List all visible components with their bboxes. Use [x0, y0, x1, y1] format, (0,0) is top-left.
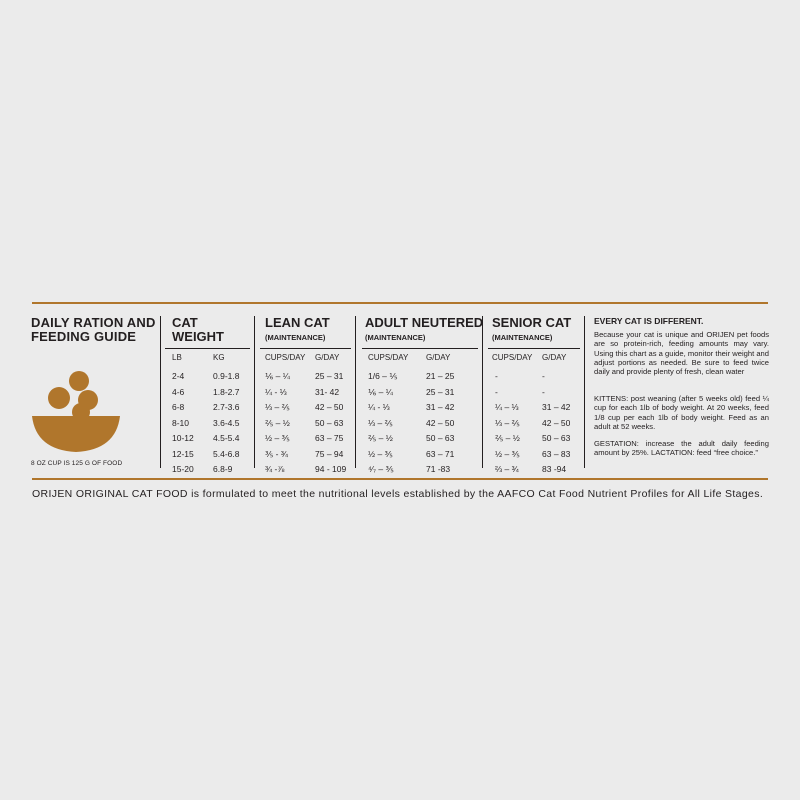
- table-cell-lean-grams: 31- 42: [315, 386, 340, 397]
- column-divider: [254, 316, 255, 468]
- food-bowl-icon: [32, 371, 120, 452]
- table-cell-lean-cups: ⅙ – ¼: [265, 371, 290, 381]
- table-cell-weight-lb: 4-6: [172, 386, 185, 397]
- bottom-rule: [32, 478, 768, 480]
- unit-g-day: G/DAY: [542, 353, 567, 362]
- unit-cups-day: CUPS/DAY: [492, 353, 533, 362]
- table-cell-weight-kg: 2.7-3.6: [213, 402, 240, 412]
- table-cell-weight-kg: 6.8-9: [213, 464, 233, 474]
- table-cell-weight-lb: 8-10: [172, 417, 190, 428]
- table-cell-adult-cups: ⁴⁄₇ – ⅗: [368, 464, 394, 474]
- senior-cat-header: SENIOR CAT: [492, 315, 572, 330]
- table-cell-senior-cups: ⅖ – ½: [495, 433, 520, 443]
- table-cell-adult-cups: ½ – ⅗: [368, 448, 393, 459]
- guide-title-line-1: DAILY RATION AND: [31, 315, 156, 330]
- info-paragraph: Because your cat is unique and ORIJEN pe…: [594, 330, 769, 377]
- info-heading: EVERY CAT IS DIFFERENT.: [594, 316, 704, 326]
- table-cell-weight-kg: 3.6-4.5: [213, 417, 240, 428]
- table-cell-senior-grams: 83 -94: [542, 464, 567, 474]
- table-cell-lean-grams: 63 – 75: [315, 433, 344, 443]
- adult-neutered-header: ADULT NEUTERED: [365, 315, 484, 330]
- guide-title-line-2: FEEDING GUIDE: [31, 329, 137, 344]
- table-cell-weight-lb: 12-15: [172, 448, 194, 459]
- table-cell-weight-lb: 10-12: [172, 433, 194, 443]
- column-divider: [482, 316, 483, 468]
- cat-weight-header: CAT WEIGHT: [172, 316, 224, 344]
- table-cell-adult-grams: 42 – 50: [426, 417, 455, 428]
- unit-cups-day: CUPS/DAY: [265, 353, 306, 362]
- column-divider: [584, 316, 585, 468]
- header-underline: [165, 348, 250, 349]
- table-cell-lean-cups: ⅖ – ½: [265, 417, 290, 428]
- kittens-paragraph: KITTENS: post weaning (after 5 weeks old…: [594, 394, 769, 431]
- senior-cat-subheader: (MAINTENANCE): [492, 333, 553, 342]
- table-cell-weight-lb: 6-8: [172, 402, 185, 412]
- table-cell-adult-cups: ⅙ – ¼: [368, 386, 393, 397]
- table-cell-senior-cups: ⅓ – ⅖: [495, 417, 520, 428]
- table-cell-senior-grams: -: [542, 371, 545, 381]
- table-cell-senior-cups: ⅔ – ¾: [495, 464, 519, 474]
- table-cell-adult-cups: ¼ - ⅓: [368, 402, 390, 412]
- unit-cups-day: CUPS/DAY: [368, 353, 409, 362]
- table-cell-lean-cups: ¾ -⅞: [265, 464, 285, 474]
- table-cell-senior-grams: 31 – 42: [542, 402, 571, 412]
- table-cell-adult-grams: 31 – 42: [426, 402, 455, 412]
- table-cell-lean-cups: ¼ - ⅓: [265, 386, 287, 397]
- bowl-note: 8 OZ CUP IS 125 G OF FOOD: [31, 460, 123, 467]
- table-cell-adult-cups: ⅖ – ½: [368, 433, 393, 443]
- table-cell-senior-grams: 63 – 83: [542, 448, 571, 459]
- unit-lb: LB: [172, 353, 182, 362]
- lean-cat-header: LEAN CAT: [265, 315, 330, 330]
- table-cell-lean-grams: 75 – 94: [315, 448, 344, 459]
- unit-g-day: G/DAY: [315, 353, 340, 362]
- adult-neutered-subheader: (MAINTENANCE): [365, 333, 426, 342]
- table-cell-lean-grams: 94 - 109: [315, 464, 347, 474]
- table-cell-senior-cups: ½ – ⅗: [495, 448, 520, 459]
- table-cell-lean-grams: 50 – 63: [315, 417, 344, 428]
- table-cell-weight-kg: 1.8-2.7: [213, 386, 240, 397]
- table-cell-adult-grams: 71 -83: [426, 464, 451, 474]
- table-cell-lean-cups: ⅗ - ¾: [265, 448, 288, 459]
- table-cell-senior-cups: -: [495, 386, 498, 397]
- table-cell-adult-cups: ⅓ – ⅖: [368, 417, 393, 428]
- table-cell-adult-grams: 25 – 31: [426, 386, 455, 397]
- table-cell-lean-grams: 25 – 31: [315, 371, 344, 381]
- table-cell-adult-grams: 50 – 63: [426, 433, 455, 443]
- table-cell-senior-cups: -: [495, 371, 498, 381]
- table-cell-weight-kg: 4.5-5.4: [213, 433, 240, 443]
- column-divider: [355, 316, 356, 468]
- table-cell-lean-cups: ½ – ⅗: [265, 433, 290, 443]
- table-cell-weight-kg: 0.9-1.8: [213, 371, 240, 381]
- table-cell-adult-grams: 21 – 25: [426, 371, 455, 381]
- unit-g-day: G/DAY: [426, 353, 451, 362]
- table-cell-senior-grams: 50 – 63: [542, 433, 571, 443]
- table-cell-weight-kg: 5.4-6.8: [213, 448, 240, 459]
- table-cell-adult-grams: 63 – 71: [426, 448, 455, 459]
- table-cell-weight-lb: 15-20: [172, 464, 194, 474]
- table-cell-senior-cups: ¼ – ⅓: [495, 402, 519, 412]
- unit-kg: KG: [213, 353, 225, 362]
- lean-cat-subheader: (MAINTENANCE): [265, 333, 326, 342]
- table-cell-senior-grams: 42 – 50: [542, 417, 571, 428]
- cat-weight-header-line-2: WEIGHT: [172, 329, 224, 344]
- table-cell-lean-grams: 42 – 50: [315, 402, 344, 412]
- table-cell-weight-lb: 2-4: [172, 371, 185, 381]
- table-cell-lean-cups: ⅓ – ⅖: [265, 402, 290, 412]
- gestation-paragraph: GESTATION: increase the adult daily feed…: [594, 439, 769, 458]
- cat-weight-header-line-1: CAT: [172, 315, 198, 330]
- header-underline: [488, 348, 580, 349]
- guide-title: DAILY RATION AND FEEDING GUIDE: [31, 316, 156, 344]
- header-underline: [260, 348, 351, 349]
- header-underline: [362, 348, 478, 349]
- table-cell-senior-grams: -: [542, 386, 545, 397]
- footer-statement: ORIJEN ORIGINAL CAT FOOD is formulated t…: [32, 488, 764, 500]
- table-cell-adult-cups: 1/6 – ⅕: [368, 371, 398, 381]
- column-divider: [160, 316, 161, 468]
- top-rule: [32, 302, 768, 304]
